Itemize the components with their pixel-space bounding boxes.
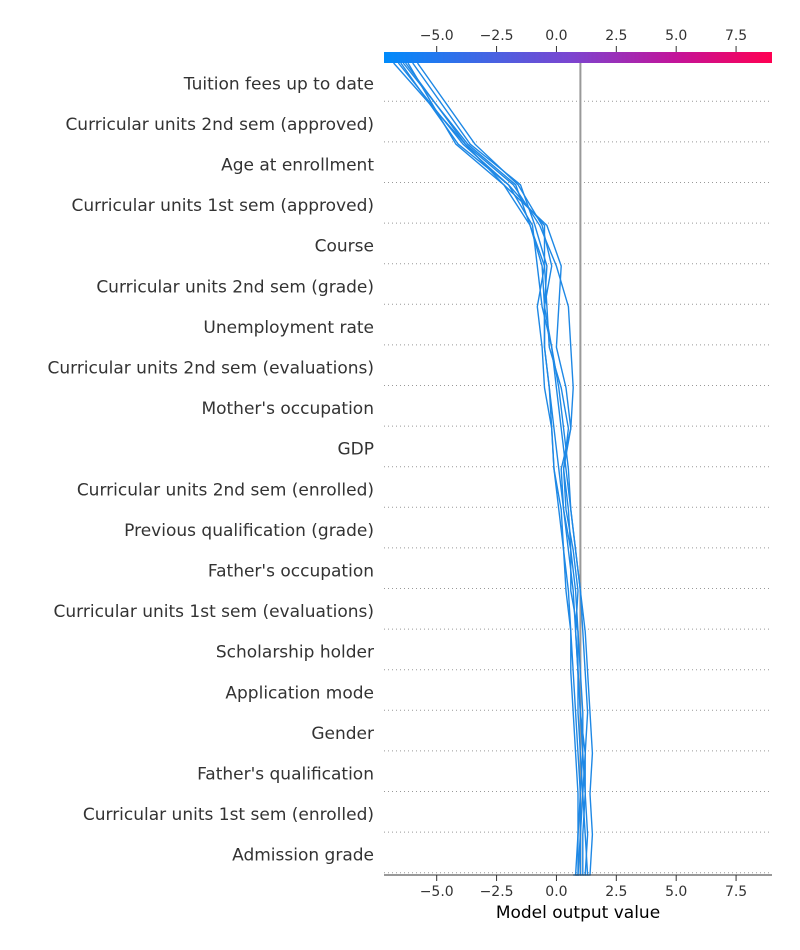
feature-label: Father's occupation <box>208 562 374 582</box>
decision-line-7 <box>407 62 589 876</box>
colorbar <box>384 52 772 63</box>
decision-line-4 <box>416 62 582 876</box>
feature-label: Curricular units 2nd sem (evaluations) <box>47 359 374 379</box>
decision-line-3 <box>412 62 594 876</box>
feature-labels: Tuition fees up to date Curricular units … <box>47 74 374 865</box>
feature-label: Age at enrollment <box>221 156 374 176</box>
decision-line-5 <box>400 62 589 876</box>
decision-line-1 <box>405 62 584 876</box>
top-tick-label: −5.0 <box>420 28 454 44</box>
x-axis-title: Model output value <box>496 903 660 923</box>
decision-line-6 <box>393 62 584 876</box>
decision-line-8 <box>402 62 579 876</box>
feature-label: Curricular units 1st sem (approved) <box>71 196 374 216</box>
top-tick-label: 7.5 <box>725 28 747 44</box>
bottom-tick-label: 5.0 <box>665 884 687 900</box>
colorbar-gradient <box>384 52 772 63</box>
feature-label: Curricular units 2nd sem (enrolled) <box>77 480 374 500</box>
feature-label: Curricular units 2nd sem (grade) <box>96 277 374 297</box>
feature-label: Mother's occupation <box>201 399 374 419</box>
feature-label: Tuition fees up to date <box>183 74 374 94</box>
top-tick-label: 5.0 <box>665 28 687 44</box>
feature-label: Course <box>315 237 374 257</box>
feature-label: Father's qualification <box>197 765 374 785</box>
feature-label: Scholarship holder <box>216 643 374 663</box>
bottom-tick-label: 0.0 <box>545 884 567 900</box>
bottom-tick-label: −5.0 <box>420 884 454 900</box>
top-tick-label: 0.0 <box>545 28 567 44</box>
top-axis-ticks: −5.0 −2.5 0.0 2.5 5.0 7.5 <box>420 28 747 52</box>
decision-lines <box>393 62 594 876</box>
feature-label: Curricular units 1st sem (evaluations) <box>54 602 374 622</box>
bottom-axis-ticks: −5.0 −2.5 0.0 2.5 5.0 7.5 <box>420 875 747 900</box>
gridlines <box>384 100 772 874</box>
feature-label: Gender <box>311 724 374 744</box>
feature-label: Unemployment rate <box>203 318 374 338</box>
feature-label: Application mode <box>225 683 374 703</box>
bottom-tick-label: 2.5 <box>605 884 627 900</box>
top-tick-label: 2.5 <box>605 28 627 44</box>
bottom-tick-label: −2.5 <box>480 884 514 900</box>
top-tick-label: −2.5 <box>480 28 514 44</box>
bottom-tick-label: 7.5 <box>725 884 747 900</box>
feature-label: Previous qualification (grade) <box>124 521 374 541</box>
feature-label: Curricular units 2nd sem (approved) <box>65 115 374 135</box>
feature-label: GDP <box>337 440 374 460</box>
feature-label: Curricular units 1st sem (enrolled) <box>83 805 374 825</box>
feature-label: Admission grade <box>232 846 374 866</box>
